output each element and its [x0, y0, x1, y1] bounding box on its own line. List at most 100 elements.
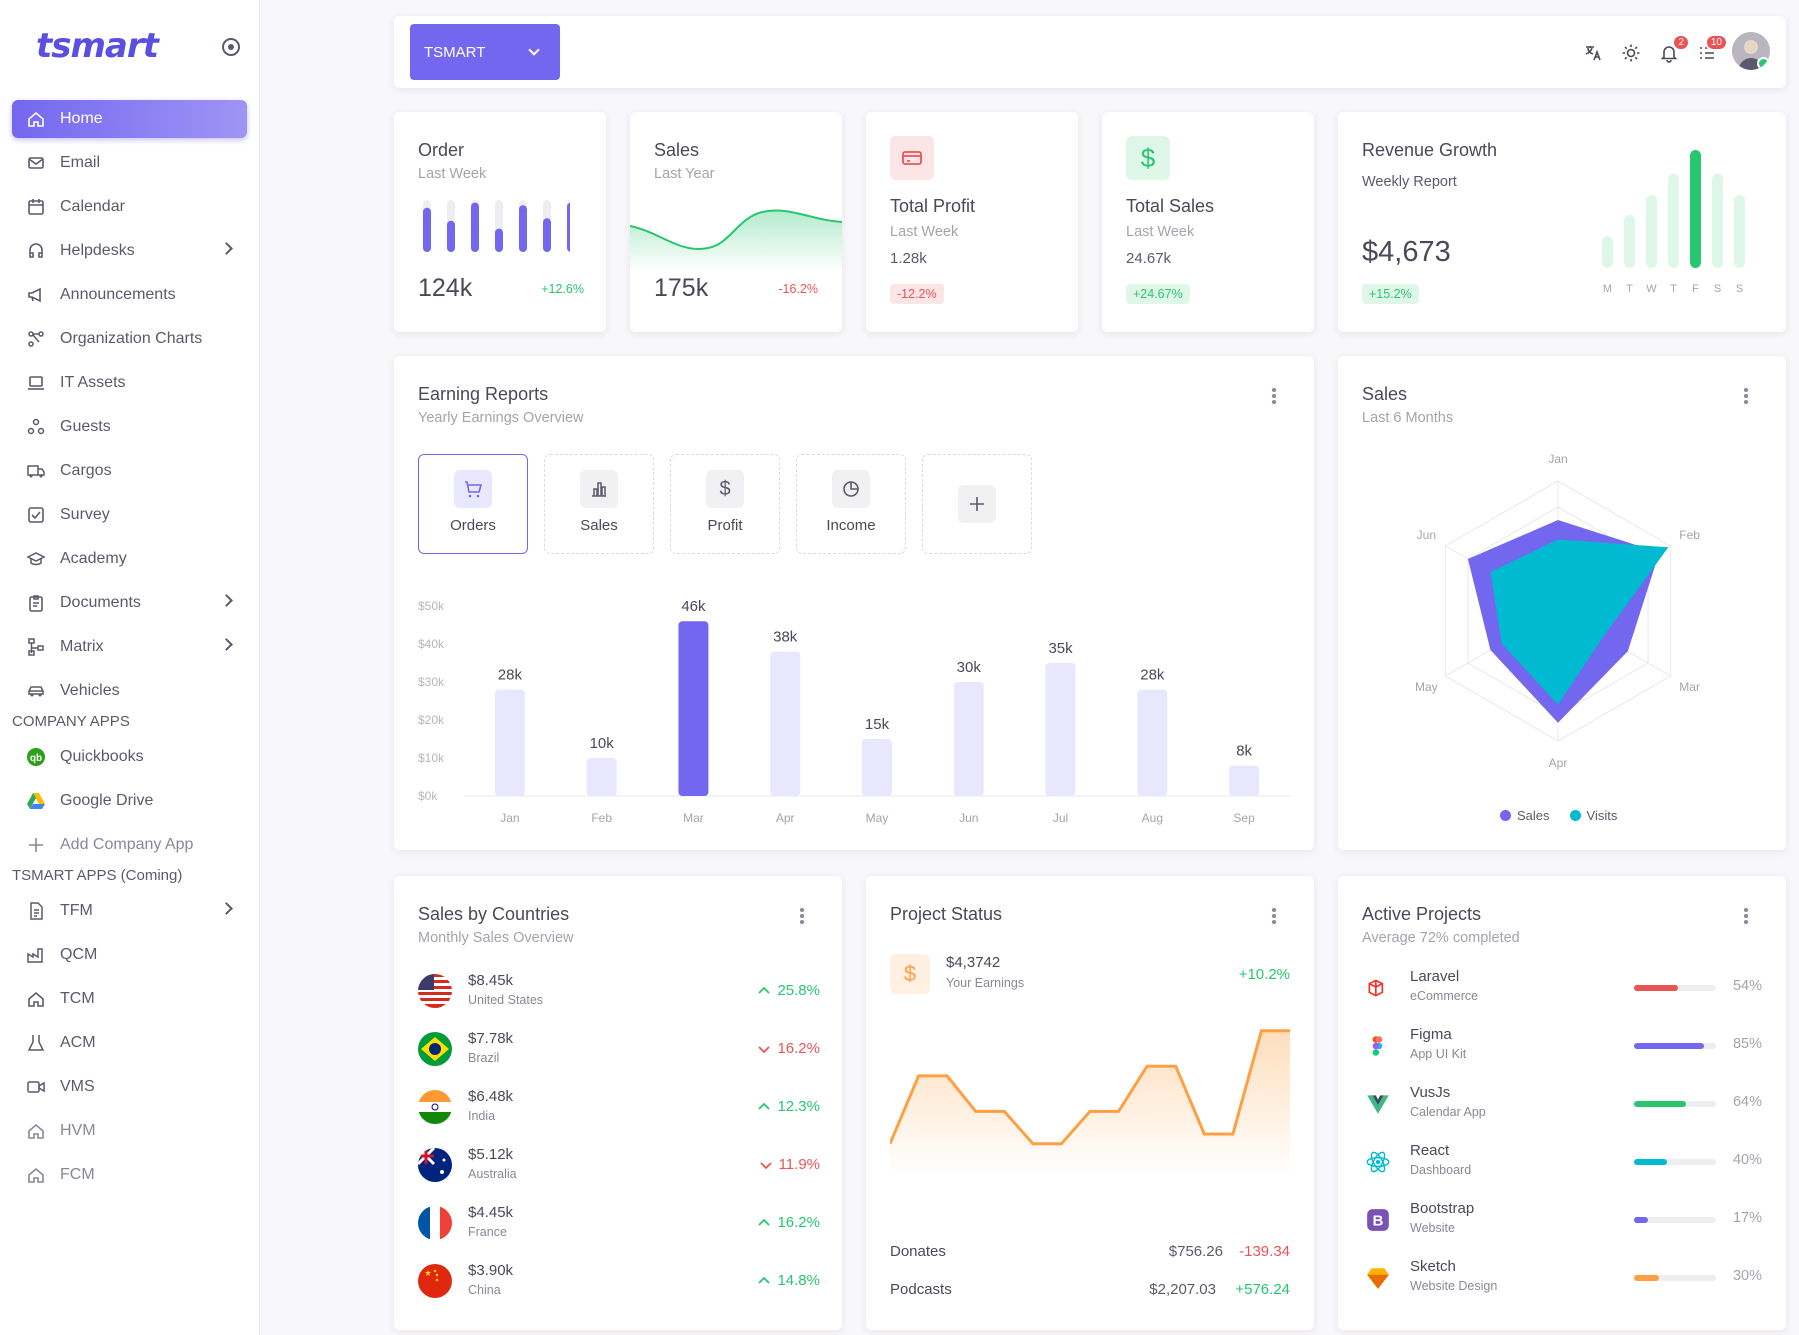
project-progress-fill — [1634, 1275, 1659, 1281]
tab-profit[interactable]: $ Profit — [670, 454, 780, 554]
sidebar-item-fcm[interactable]: FCM — [12, 1156, 247, 1194]
sidebar-toggle-icon[interactable] — [222, 38, 240, 56]
tasks-list-icon[interactable]: 10 — [1696, 34, 1728, 64]
x-tick-label: Apr — [776, 811, 795, 825]
chevron-down-icon — [528, 44, 540, 56]
country-change: 12.3% — [757, 1098, 820, 1115]
sidebar: tsmart Home Email Calendar Helpdesks Announc… — [0, 0, 260, 1335]
chevron-up-icon — [758, 1218, 771, 1226]
card-title: Sales — [1362, 384, 1408, 404]
bootstrap-icon: B — [1362, 1204, 1394, 1236]
active-projects-card: Active Projects Average 72% completed La… — [1338, 876, 1786, 1330]
more-options-icon[interactable] — [1272, 908, 1276, 924]
tab-orders[interactable]: Orders — [418, 454, 528, 554]
earning-bar — [953, 682, 984, 796]
translate-icon[interactable] — [1582, 42, 1604, 64]
sidebar-item-organization-charts[interactable]: Organization Charts — [12, 320, 247, 358]
sidebar-item-home[interactable]: Home — [12, 100, 247, 138]
brand-logo[interactable]: tsmart — [36, 26, 159, 66]
more-options-icon[interactable] — [1744, 388, 1748, 404]
order-bar — [495, 228, 503, 252]
x-tick-label: Jun — [959, 811, 978, 825]
country-change-value: 16.2% — [777, 1040, 820, 1057]
chevron-right-icon — [220, 242, 233, 255]
project-subtitle: Dashboard — [1410, 1163, 1472, 1177]
sidebar-item-qcm[interactable]: QCM — [12, 936, 247, 974]
x-tick-label: Sep — [1233, 811, 1255, 825]
order-bar — [471, 202, 479, 252]
sun-icon[interactable] — [1620, 42, 1642, 64]
x-tick-label: Jan — [500, 811, 519, 825]
card-title: Total Profit — [890, 196, 976, 216]
sidebar-item-academy[interactable]: Academy — [12, 540, 247, 578]
sidebar-item-quickbooks[interactable]: qb Quickbooks — [12, 738, 247, 776]
country-sales-value: $4.45k — [468, 1204, 514, 1221]
card-title: Revenue Growth — [1362, 140, 1498, 160]
project-percent: 30% — [1732, 1268, 1762, 1284]
workspace-select[interactable]: TSMART — [410, 24, 560, 80]
more-options-icon[interactable] — [800, 908, 804, 924]
sidebar-item-acm[interactable]: ACM — [12, 1024, 247, 1062]
sidebar-item-announcements[interactable]: Announcements — [12, 276, 247, 314]
tab-label: Profit — [707, 517, 743, 534]
card-subtitle: Average 72% completed — [1362, 930, 1520, 946]
card-title: Active Projects — [1362, 904, 1482, 924]
project-progress-fill — [1634, 1101, 1687, 1107]
dollar-icon: $ — [706, 470, 744, 508]
sidebar-item-guests[interactable]: Guests — [12, 408, 247, 446]
y-tick-label: $10k — [418, 751, 445, 765]
y-tick-label: $50k — [418, 599, 445, 613]
add-tab-button[interactable] — [922, 454, 1032, 554]
sidebar-item-calendar[interactable]: Calendar — [12, 188, 247, 226]
top-navbar: TSMART 2 10 — [394, 16, 1786, 88]
user-avatar[interactable] — [1732, 32, 1770, 70]
laravel-icon — [1362, 972, 1394, 1004]
dollar-icon: $ — [1126, 136, 1170, 180]
earning-bar — [678, 621, 709, 796]
country-change: 25.8% — [757, 982, 820, 999]
tab-income[interactable]: Income — [796, 454, 906, 554]
notification-bell-icon[interactable]: 2 — [1658, 34, 1690, 64]
sidebar-item-email[interactable]: Email — [12, 144, 247, 182]
revenue-day-bar — [1624, 214, 1635, 268]
sidebar-item-vms[interactable]: VMS — [12, 1068, 247, 1106]
school-icon — [26, 549, 46, 569]
sidebar-item-tcm[interactable]: TCM — [12, 980, 247, 1018]
sidebar-item-hvm[interactable]: HVM — [12, 1112, 247, 1150]
sidebar-item-documents[interactable]: Documents — [12, 584, 247, 622]
sidebar-item-google-drive[interactable]: Google Drive — [12, 782, 247, 820]
project-progress-bar — [1634, 1217, 1716, 1223]
radar-axis-label: Apr — [1549, 756, 1568, 770]
sidebar-item-helpdesks[interactable]: Helpdesks — [12, 232, 247, 270]
sidebar-item-label: HVM — [60, 1122, 96, 1139]
more-options-icon[interactable] — [1744, 908, 1748, 924]
sidebar-item-label: Helpdesks — [60, 242, 135, 259]
sidebar-item-label: Quickbooks — [60, 748, 144, 765]
project-progress-bar — [1634, 1043, 1716, 1049]
more-options-icon[interactable] — [1272, 388, 1276, 404]
home-icon — [26, 1165, 46, 1185]
card-subtitle: Last Week — [1126, 224, 1195, 240]
sidebar-item-vehicles[interactable]: Vehicles — [12, 672, 247, 710]
sidebar-item-matrix[interactable]: Matrix — [12, 628, 247, 666]
sidebar-item-add-company-app[interactable]: Add Company App — [12, 826, 247, 864]
sidebar-item-cargos[interactable]: Cargos — [12, 452, 247, 490]
project-subtitle: Website — [1410, 1221, 1455, 1235]
sidebar-item-tfm[interactable]: TFM — [12, 892, 247, 930]
card-title: Sales by Countries — [418, 904, 570, 924]
radar-axis-label: Feb — [1679, 528, 1700, 542]
sidebar-item-survey[interactable]: Survey — [12, 496, 247, 534]
sidebar-item-it-assets[interactable]: IT Assets — [12, 364, 247, 402]
sales-stat-card: Sales Last Year 175k -16.2% — [630, 112, 842, 332]
revenue-day-label: S — [1714, 283, 1721, 295]
earning-bar — [494, 689, 525, 796]
radar-axis-label: May — [1415, 680, 1438, 694]
chevron-right-icon — [220, 594, 233, 607]
sales-sparkline — [630, 209, 842, 272]
tab-sales[interactable]: Sales — [544, 454, 654, 554]
chevron-down-icon — [758, 1045, 771, 1053]
sidebar-item-label: Vehicles — [60, 682, 120, 699]
project-name: Laravel — [1410, 968, 1460, 985]
project-status-line-chart — [890, 1029, 1290, 1176]
